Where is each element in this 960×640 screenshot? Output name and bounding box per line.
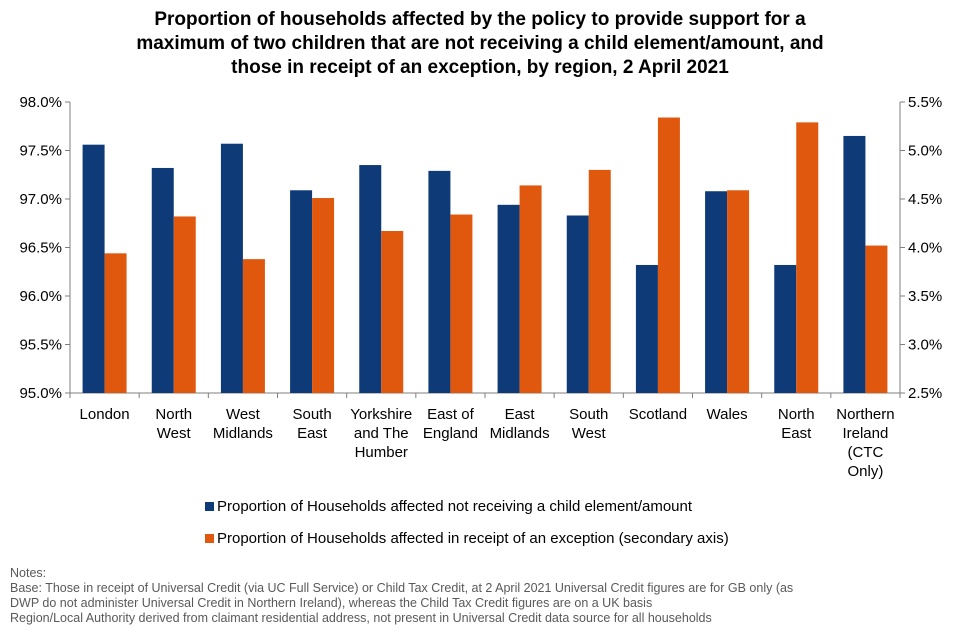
x-category-label: South West [569,406,608,442]
bar-secondary [450,214,473,393]
x-category-label: Scotland [629,406,687,423]
y-left-tick-label: 95.5% [19,337,62,354]
notes: Notes: Base: Those in receipt of Univers… [10,566,950,626]
y-left-tick-label: 97.0% [19,191,62,208]
y-right-tick-label: 5.5% [908,94,942,111]
bar-primary [843,135,866,393]
x-category-label: North West [155,406,192,442]
x-category-label: London [80,406,130,423]
legend: Proportion of Households affected not re… [205,490,729,554]
bar-primary [290,190,313,393]
bar-secondary [657,117,680,394]
bar-secondary [519,185,542,393]
bar-secondary [173,216,196,393]
legend-item-secondary: Proportion of Households affected in rec… [205,522,729,554]
x-category-label: West Midlands [213,406,273,442]
legend-label-primary: Proportion of Households affected not re… [217,497,693,515]
notes-line-2: DWP do not administer Universal Credit i… [10,596,653,610]
bar-secondary [381,231,404,393]
bar-primary [566,215,589,393]
y-left-tick-label: 96.5% [19,240,62,257]
bar-primary [359,165,382,393]
bar-primary [705,191,728,393]
chart-title: Proportion of households affected by the… [0,8,960,80]
y-right-tick-label: 3.5% [908,288,942,305]
y-left-tick-label: 98.0% [19,94,62,111]
notes-line-1: Base: Those in receipt of Universal Cred… [10,581,794,595]
notes-line-3: Region/Local Authority derived from clai… [10,611,712,625]
bar-primary [82,144,105,393]
x-category-label: Yorkshire and The Humber [350,406,412,461]
notes-heading: Notes: [10,566,47,580]
y-right-tick-label: 4.5% [908,191,942,208]
bar-primary [151,167,174,393]
x-category-label: Wales [707,406,748,423]
bar-primary [220,143,243,393]
legend-swatch-secondary [205,533,214,543]
y-right-tick-label: 4.0% [908,240,942,257]
x-category-label: East of England [423,406,478,442]
bar-secondary [104,253,127,393]
chart-title-line-2: maximum of two children that are not rec… [136,33,824,54]
x-category-label: North East [778,406,815,442]
bar-secondary [727,190,750,393]
x-category-label: East Midlands [490,406,550,442]
bar-secondary [588,169,611,393]
chart-title-line-1: Proportion of households affected by the… [154,9,806,30]
chart-title-line-3: those in receipt of an exception, by reg… [231,57,729,78]
legend-item-primary: Proportion of Households affected not re… [205,490,729,522]
bar-primary [774,264,797,393]
bar-primary [497,204,520,393]
y-left-tick-label: 95.0% [19,385,62,402]
bar-primary [428,170,451,393]
legend-label-secondary: Proportion of Households affected in rec… [217,529,729,547]
y-left-tick-label: 97.5% [19,143,62,160]
y-right-tick-label: 5.0% [908,143,942,160]
bar-secondary [242,259,265,393]
x-category-label: Northern Ireland (CTC Only) [836,406,894,480]
y-left-tick-label: 96.0% [19,288,62,305]
bar-secondary [312,198,335,393]
bar-secondary [865,245,888,393]
legend-swatch-primary [205,501,214,511]
y-right-tick-label: 3.0% [908,337,942,354]
bar-secondary [796,122,819,394]
y-right-tick-label: 2.5% [908,385,942,402]
x-category-label: South East [292,406,331,442]
bar-primary [635,264,658,393]
